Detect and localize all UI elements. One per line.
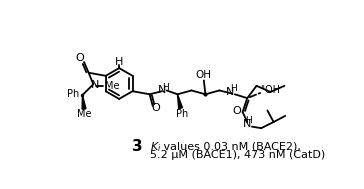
- Text: OH: OH: [196, 70, 212, 80]
- Polygon shape: [82, 95, 86, 109]
- Text: H: H: [162, 83, 169, 92]
- Text: H: H: [115, 57, 123, 67]
- Polygon shape: [178, 94, 182, 108]
- Text: O: O: [151, 103, 160, 113]
- Text: ''OH: ''OH: [261, 85, 281, 95]
- Text: Me: Me: [77, 109, 91, 119]
- Text: N: N: [226, 87, 234, 97]
- Text: H: H: [230, 84, 237, 93]
- Text: O: O: [232, 106, 241, 116]
- Text: N: N: [91, 80, 99, 90]
- Text: values 0.03 nM (BACE2),: values 0.03 nM (BACE2),: [160, 142, 301, 152]
- Text: N: N: [243, 119, 252, 129]
- Text: O: O: [75, 53, 84, 63]
- Text: Ph: Ph: [67, 88, 79, 98]
- Text: H: H: [245, 116, 252, 125]
- Text: 3: 3: [132, 139, 142, 154]
- Text: 5.2 μM (BACE1), 473 nM (CatD): 5.2 μM (BACE1), 473 nM (CatD): [150, 150, 325, 160]
- Text: Ph: Ph: [176, 109, 188, 119]
- Text: Me: Me: [106, 81, 120, 91]
- Text: $K_i$: $K_i$: [150, 140, 162, 153]
- Text: N: N: [158, 85, 166, 95]
